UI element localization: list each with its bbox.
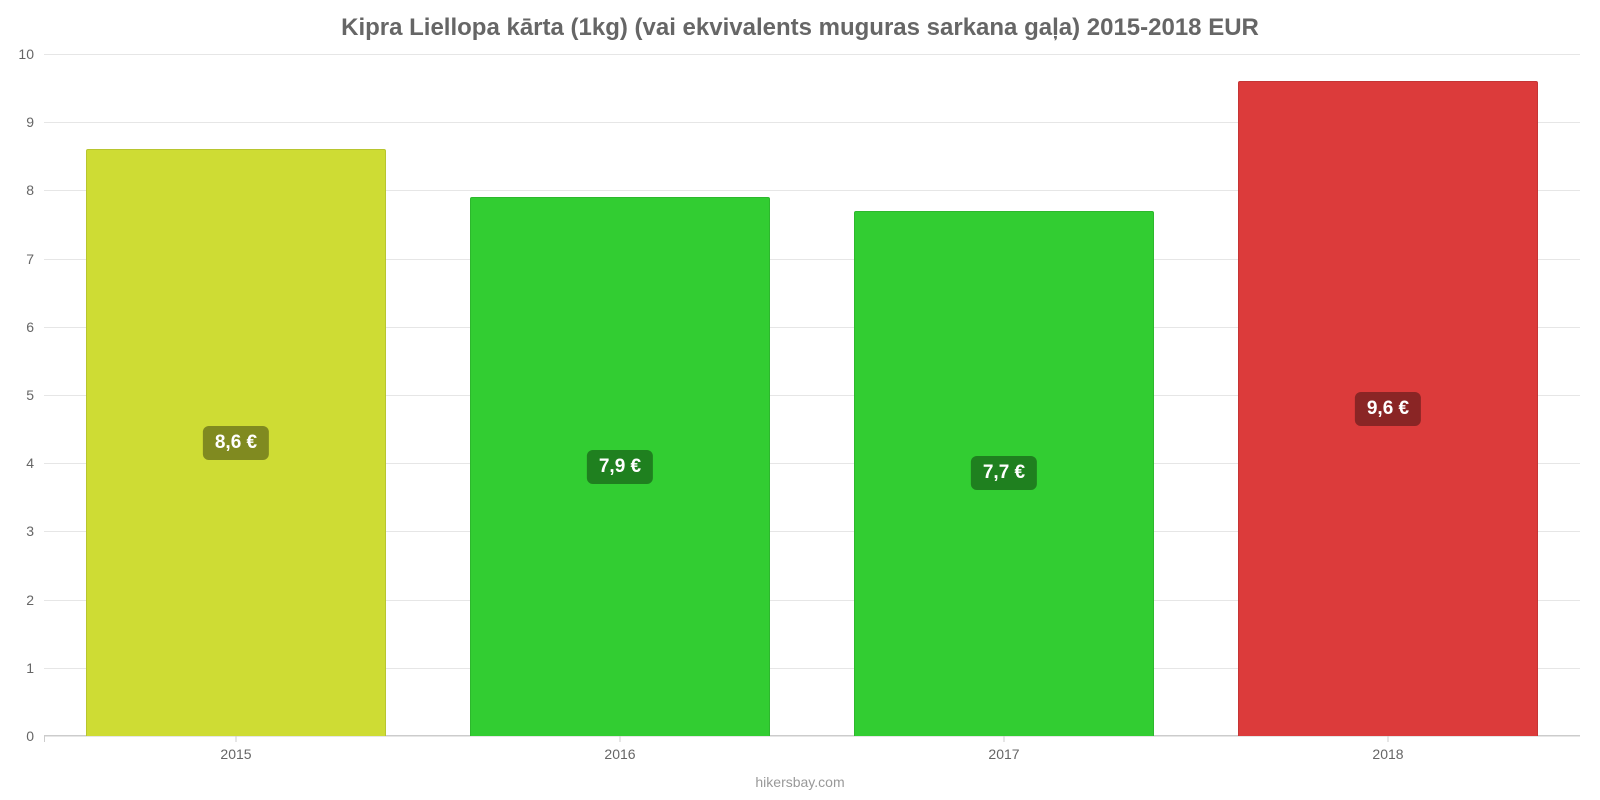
y-tick-label: 6 — [26, 319, 44, 335]
y-tick-label: 0 — [26, 728, 44, 744]
bar-chart: Kipra Liellopa kārta (1kg) (vai ekvivale… — [0, 0, 1600, 800]
y-tick-label: 2 — [26, 592, 44, 608]
plot-area: 012345678910 2015201620172018 8,6 €7,9 €… — [44, 54, 1580, 736]
gridline — [44, 736, 1580, 737]
y-tick-label: 8 — [26, 182, 44, 198]
bar-value-label: 7,9 € — [587, 450, 653, 484]
y-tick-label: 4 — [26, 455, 44, 471]
y-tick-label: 10 — [18, 46, 44, 62]
x-tick-label: 2015 — [220, 736, 251, 762]
y-tick-label: 3 — [26, 523, 44, 539]
x-tick-label: 2017 — [988, 736, 1019, 762]
x-tick-label: 2016 — [604, 736, 635, 762]
y-tick-label: 7 — [26, 251, 44, 267]
chart-title: Kipra Liellopa kārta (1kg) (vai ekvivale… — [0, 0, 1600, 42]
bar-value-label: 7,7 € — [971, 456, 1037, 490]
bar-value-label: 8,6 € — [203, 426, 269, 460]
y-tick-label: 9 — [26, 114, 44, 130]
bar-labels: 8,6 € 7,9 € 7,7 € 9,6 € — [44, 54, 1580, 736]
y-tick-label: 1 — [26, 660, 44, 676]
chart-caption: hikersbay.com — [0, 774, 1600, 790]
y-tick-label: 5 — [26, 387, 44, 403]
bar-value-label: 9,6 € — [1355, 392, 1421, 426]
x-tick-label: 2018 — [1372, 736, 1403, 762]
y-axis-line — [44, 736, 45, 742]
